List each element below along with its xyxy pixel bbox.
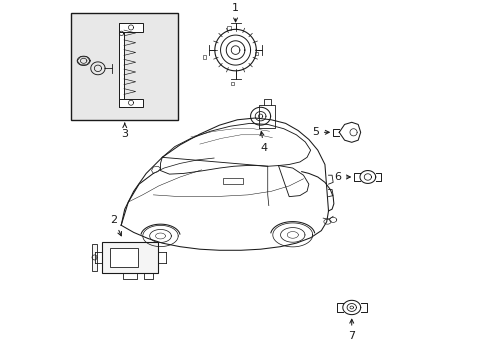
Bar — [202, 55, 206, 59]
Bar — [119, 99, 142, 107]
Text: 3: 3 — [121, 129, 128, 139]
Bar — [254, 51, 258, 55]
Bar — [91, 244, 97, 271]
Text: 7: 7 — [347, 319, 355, 341]
Text: 4: 4 — [260, 131, 267, 153]
Text: 2: 2 — [110, 215, 121, 236]
Text: 5: 5 — [311, 127, 328, 137]
Text: 1: 1 — [232, 3, 239, 22]
Bar — [119, 23, 123, 107]
Bar — [102, 242, 158, 273]
Bar — [71, 13, 178, 120]
Bar — [230, 82, 234, 85]
Bar — [226, 26, 230, 30]
Bar — [223, 178, 242, 184]
Bar — [109, 248, 138, 267]
Bar — [119, 23, 142, 32]
Text: 6: 6 — [333, 172, 349, 182]
